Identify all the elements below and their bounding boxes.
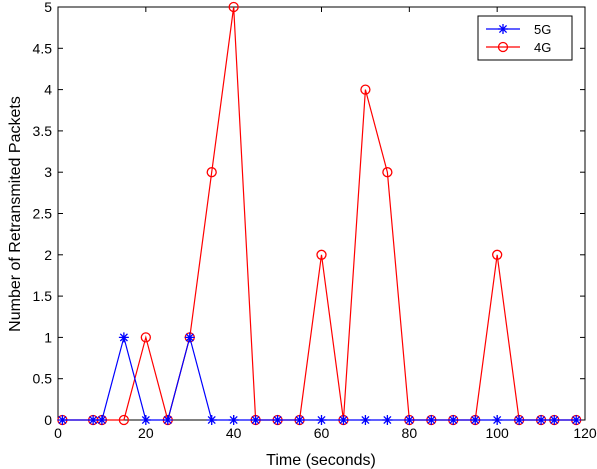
data-point-4g (228, 1, 239, 13)
legend-item-5g: 5G (486, 22, 551, 37)
data-point-5g (448, 415, 459, 425)
data-point-5g (88, 415, 99, 425)
axis-ticks: 0 20 40 60 80 100 120 0 0.5 1 1.5 2 2.5 3 3.5 4 4.5 5 (33, 0, 597, 441)
data-point-4g (360, 84, 371, 95)
x-tick-label: 0 (54, 425, 62, 441)
x-tick-label: 100 (485, 425, 509, 441)
data-point-5g (140, 415, 151, 425)
data-point-5g (470, 415, 481, 425)
x-tick-label: 80 (402, 425, 418, 441)
y-tick-label: 4.5 (33, 40, 53, 56)
data-point-5g (272, 415, 283, 425)
legend-marker-5g (498, 24, 508, 34)
legend-marker-4g (497, 41, 509, 53)
data-point-4g (118, 414, 130, 426)
data-point-5g (360, 415, 371, 425)
data-point-5g (514, 415, 525, 425)
y-tick-label: 1.5 (33, 288, 53, 304)
data-point-5g (382, 415, 393, 425)
x-tick-label: 120 (573, 425, 597, 441)
y-tick-label: 2 (44, 247, 52, 263)
data-point-5g (228, 415, 239, 425)
y-axis-title: Number of Retransmited Packets (7, 96, 24, 332)
data-point-5g (536, 415, 547, 425)
y-tick-label: 5 (44, 0, 52, 15)
x-tick-label: 40 (226, 425, 242, 441)
x-tick-label: 20 (138, 425, 154, 441)
x-axis-title: Time (seconds) (266, 452, 376, 469)
y-tick-label: 1 (44, 329, 52, 345)
data-point-4g (206, 167, 217, 178)
data-point-5g (316, 415, 327, 425)
data-point-5g (118, 332, 129, 343)
x-tick-label: 60 (314, 425, 330, 441)
data-point-4g (140, 332, 151, 343)
y-tick-label: 0 (44, 412, 52, 428)
data-point-4g (382, 167, 393, 178)
legend-label-5g: 5G (534, 22, 551, 37)
y-tick-label: 2.5 (33, 206, 53, 222)
data-point-5g (206, 415, 217, 425)
y-tick-label: 3.5 (33, 123, 53, 139)
data-point-5g (492, 415, 503, 425)
data-point-4g (492, 249, 503, 260)
data-point-5g (294, 415, 305, 425)
data-point-5g (404, 415, 415, 425)
series-layer (57, 1, 582, 426)
y-tick-label: 4 (44, 82, 52, 98)
y-tick-label: 0.5 (33, 371, 53, 387)
data-point-5g (162, 415, 173, 425)
data-point-5g (549, 415, 560, 425)
data-point-5g (96, 415, 107, 425)
series-5g (57, 332, 582, 425)
data-point-5g (338, 415, 349, 425)
data-point-5g (184, 332, 195, 343)
legend-box (477, 15, 573, 61)
data-point-5g (571, 415, 582, 425)
data-point-5g (426, 415, 437, 425)
data-point-4g (316, 249, 327, 260)
legend-label-4g: 4G (534, 40, 551, 55)
y-tick-label: 3 (44, 164, 52, 180)
series-line-4g (62, 6, 577, 423)
legend-item-4g: 4G (486, 40, 551, 55)
data-point-5g (250, 415, 261, 425)
plot-area (57, 6, 586, 421)
data-point-5g (57, 415, 68, 425)
